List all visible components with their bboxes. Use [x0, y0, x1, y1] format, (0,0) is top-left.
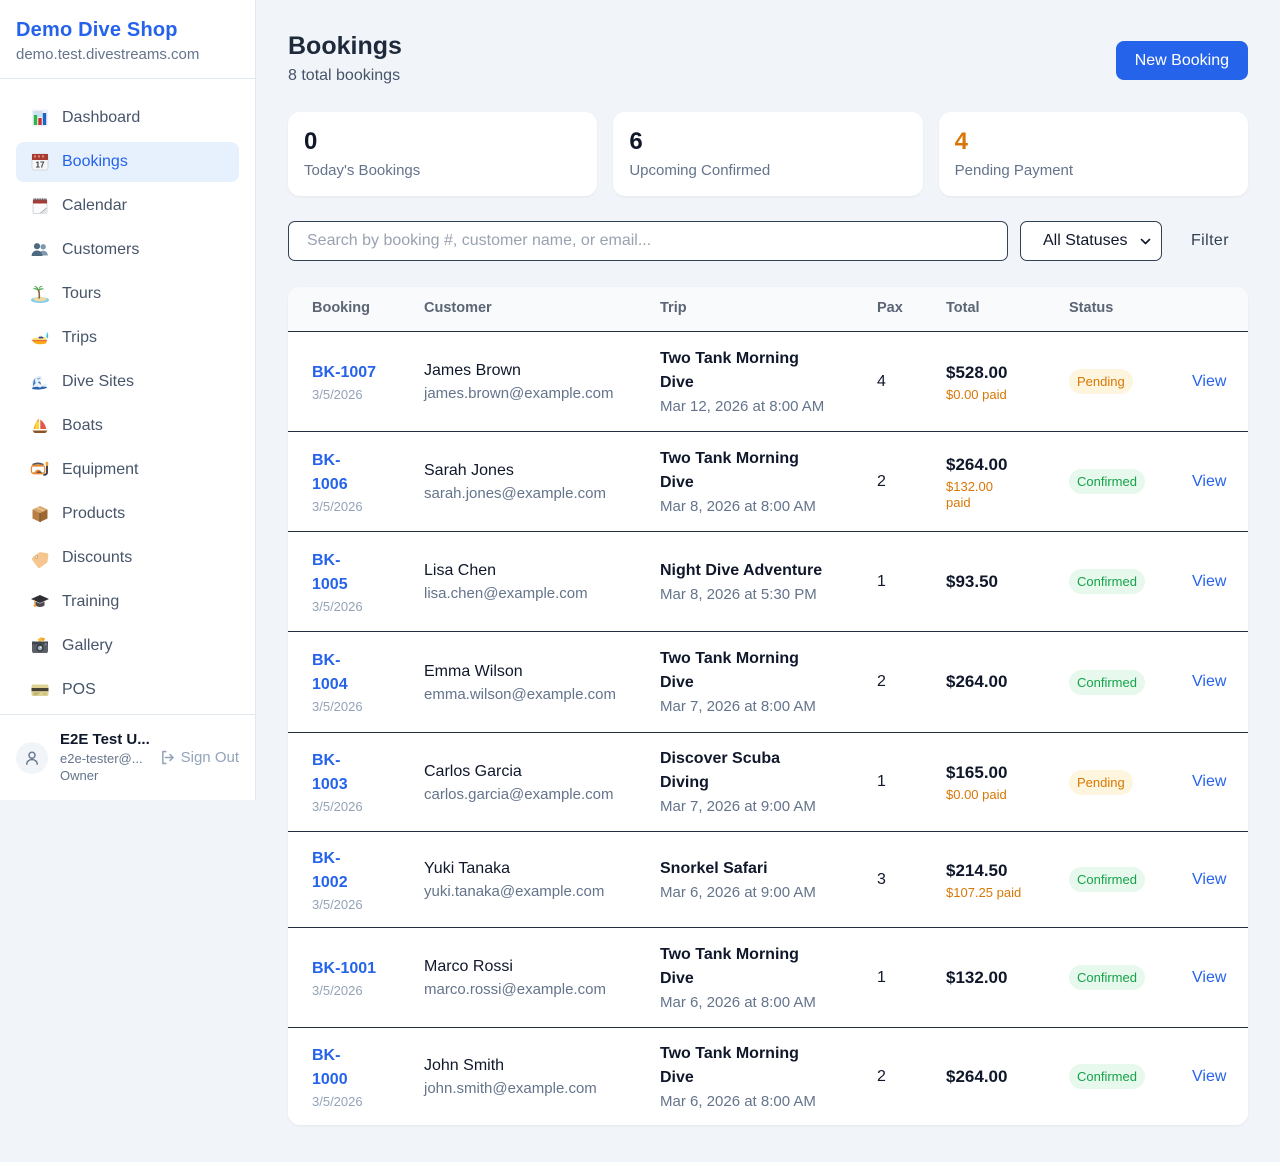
svg-text:17: 17 — [36, 161, 45, 170]
